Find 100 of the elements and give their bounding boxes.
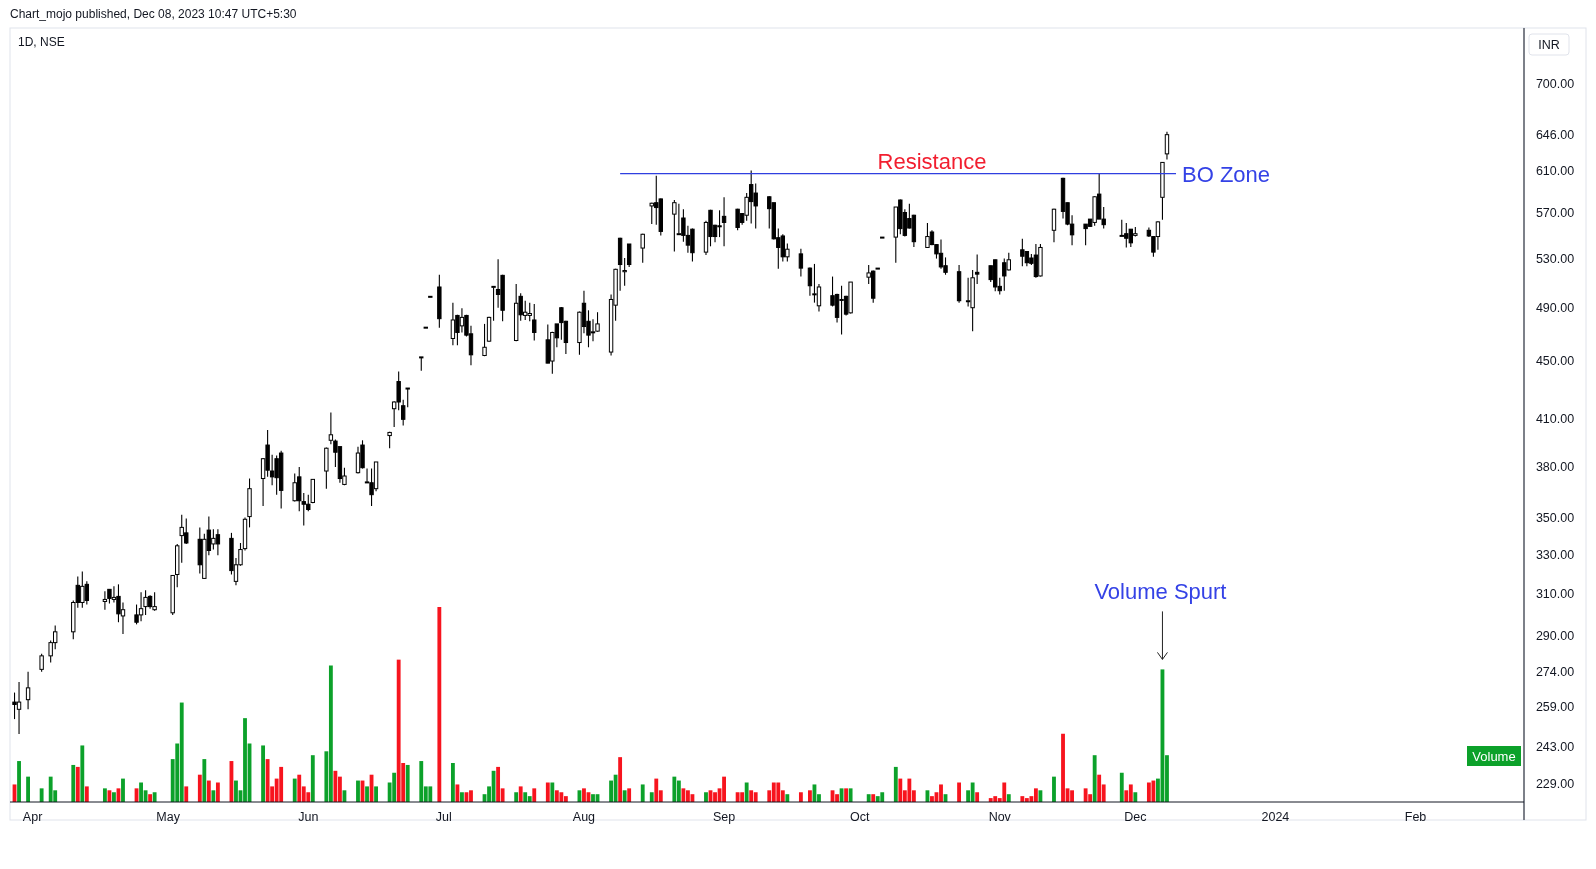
bar	[197, 774, 202, 802]
bar	[844, 788, 849, 802]
x-tick-label: Jun	[298, 810, 319, 824]
y-tick-label: 450.00	[1535, 354, 1575, 369]
bar	[1052, 776, 1056, 802]
y-tick-label: 243.00	[1535, 739, 1575, 754]
candlestick	[748, 170, 754, 225]
x-tick-label: 2024	[1261, 810, 1290, 824]
y-tick-label: 229.00	[1535, 776, 1575, 791]
y-tick-label: 646.00	[1535, 127, 1575, 142]
candlestick	[532, 303, 537, 342]
bar	[930, 796, 934, 802]
bar	[893, 766, 898, 802]
bar	[798, 792, 803, 802]
bar	[148, 794, 153, 802]
y-tick-label: 570.00	[1535, 206, 1575, 221]
y-axis-title: INR	[1538, 38, 1560, 52]
bar	[310, 755, 315, 802]
bar	[563, 796, 568, 802]
candlestick	[360, 439, 365, 470]
candlestick	[39, 653, 44, 673]
bar	[48, 776, 53, 802]
bar	[970, 782, 975, 802]
bar	[234, 780, 238, 802]
candlestick	[1155, 220, 1161, 251]
candlestick	[676, 203, 682, 236]
candlestick	[16, 681, 22, 735]
bar	[80, 745, 85, 802]
candlestick	[798, 248, 804, 278]
bar	[618, 757, 623, 802]
candlestick	[816, 283, 822, 313]
candlestick	[974, 253, 980, 285]
bar	[554, 790, 559, 802]
bar	[532, 788, 537, 802]
bar	[1128, 784, 1133, 802]
bar	[184, 786, 189, 802]
bar	[975, 792, 980, 802]
bar	[527, 796, 532, 802]
bar	[993, 796, 998, 802]
bar	[550, 782, 555, 802]
bar	[450, 763, 455, 802]
bar	[740, 792, 745, 802]
bar	[871, 794, 876, 802]
bar	[622, 790, 627, 802]
bar	[460, 792, 464, 802]
candlestick	[559, 306, 564, 341]
bar	[722, 776, 726, 802]
x-tick-label: Sep	[712, 810, 736, 824]
bar	[261, 745, 266, 802]
y-tick-label: 530.00	[1535, 251, 1575, 266]
bar	[211, 790, 216, 802]
bar	[1151, 780, 1156, 802]
x-tick-label: May	[156, 810, 181, 824]
bar	[102, 788, 107, 802]
bar	[613, 774, 618, 802]
bar	[243, 718, 247, 802]
x-tick-label: Apr	[22, 810, 43, 824]
bar	[215, 782, 220, 802]
bar	[437, 607, 442, 802]
candlestick	[459, 307, 465, 334]
bar	[672, 776, 677, 802]
candlestick	[839, 285, 844, 336]
bar	[39, 788, 44, 802]
bar	[640, 784, 645, 802]
bar	[848, 788, 853, 802]
bar	[1070, 790, 1074, 802]
bar	[907, 778, 912, 802]
bar	[1006, 794, 1011, 802]
bar	[627, 788, 632, 802]
candlestick	[495, 258, 501, 309]
bar	[202, 759, 207, 802]
candlestick	[12, 692, 17, 720]
annotation: Volume Spurt	[1094, 579, 1227, 605]
candlestick	[622, 257, 627, 287]
candlestick	[138, 591, 144, 622]
candlestick	[324, 446, 329, 490]
text: 1D, NSE	[18, 35, 65, 49]
bar	[939, 784, 943, 802]
candlestick	[672, 199, 677, 253]
bar	[514, 792, 519, 802]
bar	[279, 766, 284, 802]
bar	[1092, 755, 1097, 802]
candlestick	[1002, 258, 1007, 292]
bar	[591, 794, 595, 802]
bar	[1061, 733, 1065, 802]
bar	[374, 786, 378, 802]
bar	[1097, 774, 1102, 802]
bar	[1020, 796, 1025, 802]
bar	[957, 782, 961, 802]
bar	[753, 792, 758, 802]
bar	[744, 782, 749, 802]
x-tick-label: Aug	[572, 810, 596, 824]
candlestick	[807, 266, 813, 297]
bar	[1133, 792, 1138, 802]
candlestick	[1164, 131, 1170, 160]
bar	[17, 761, 21, 802]
y-tick-label: 330.00	[1535, 548, 1575, 563]
bar	[785, 794, 790, 802]
bar	[328, 665, 333, 802]
chart-subtitle: Chart_mojo published, Dec 08, 2023 10:47 UTC+5:30	[10, 7, 297, 21]
